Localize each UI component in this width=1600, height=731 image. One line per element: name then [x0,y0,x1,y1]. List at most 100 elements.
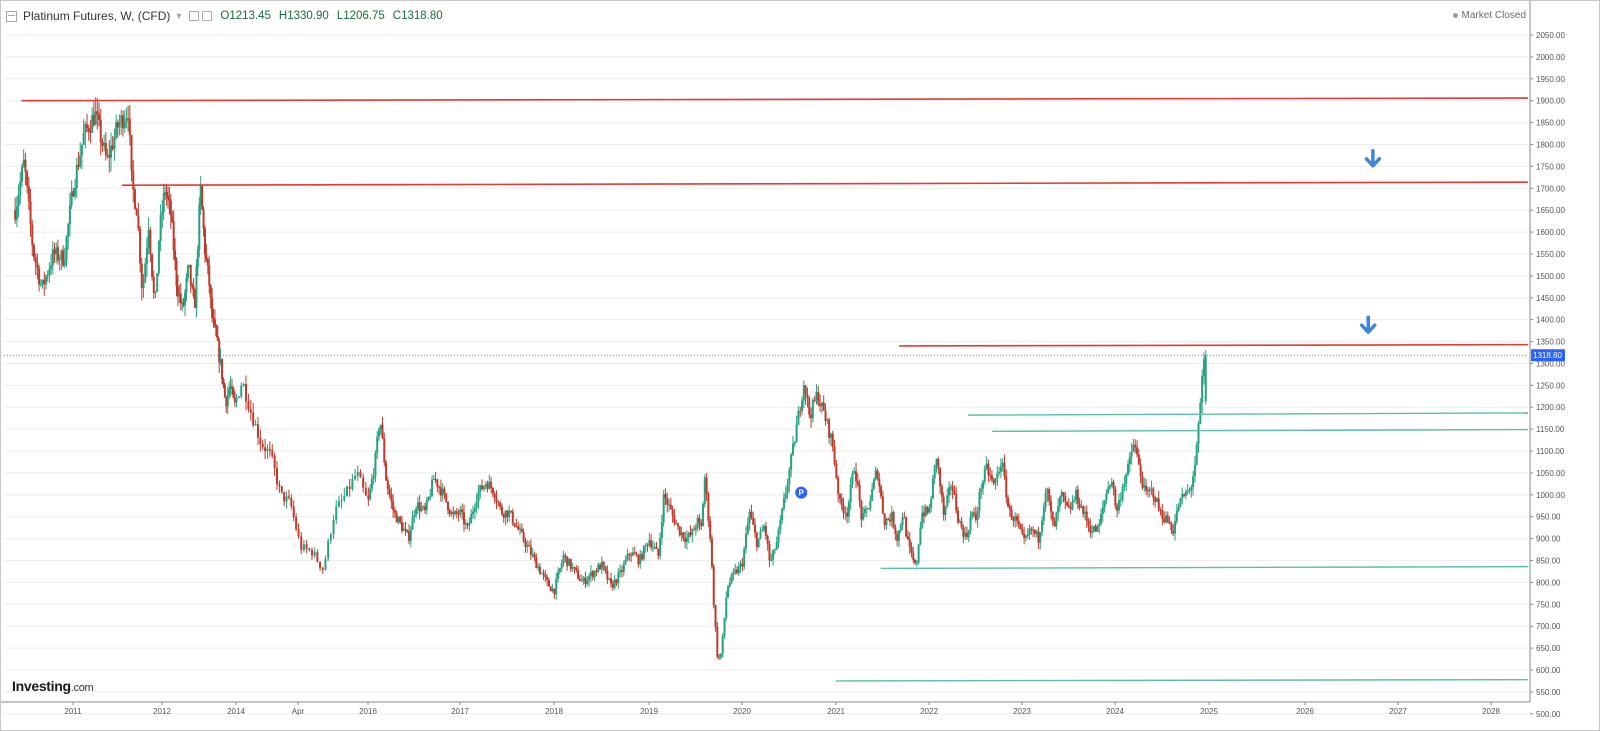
candle-body [415,508,418,515]
candle-body [285,496,288,502]
candle-body [212,317,215,320]
candle-body [666,498,669,505]
support-line[interactable] [835,678,1529,682]
candle-body [1139,464,1142,477]
candle-body [446,501,449,511]
candle-body [935,458,938,466]
candle-body [468,523,471,526]
candle-body [551,588,554,592]
resistance-line[interactable] [899,343,1529,347]
legend-controls[interactable] [189,11,213,21]
candle-body [484,484,487,487]
support-line[interactable] [992,428,1529,433]
candle-body [154,291,157,294]
y-tick-label: 1650.00 [1536,206,1565,215]
candle-body [399,516,402,523]
candle-body [743,548,746,567]
candle-body [790,454,793,470]
candle-body [872,479,875,489]
candle-body [482,486,485,490]
candle-body [899,524,902,531]
y-tick-label: 600.00 [1536,666,1561,675]
candle-body [376,436,379,454]
candle-body [457,513,460,515]
candle-body [1053,521,1056,527]
support-line[interactable] [880,565,1529,570]
candle-body [1071,501,1074,510]
candle-body [815,391,818,401]
last-price-tag: 1318.80 [1531,349,1565,362]
candle-body [948,487,951,496]
investing-logo[interactable]: Investing.com [12,678,94,694]
candle-body [393,510,396,513]
candle-body [856,481,859,485]
candle-body [921,512,924,528]
dividend-marker-icon[interactable]: P [795,486,808,499]
candle-body [1141,476,1144,488]
candle-body [939,468,942,487]
y-tick-label: 700.00 [1536,622,1561,631]
candle-body [653,547,656,549]
candle-body [423,506,426,511]
down-arrow-icon[interactable] [1364,149,1382,168]
candle-body [604,566,607,571]
candle-body [231,386,234,389]
candle-body [89,132,92,134]
candle-body [188,264,191,267]
candle-body [181,302,184,304]
candle-body [908,539,911,547]
candle-body [80,144,83,156]
candle-body [513,523,516,527]
candle-body [613,579,616,588]
chevron-down-icon[interactable]: ▾ [176,10,182,22]
candle-body [50,265,53,270]
candle-body [420,507,423,512]
candle-body [169,200,172,216]
candle-body [829,433,832,438]
down-arrow-icon[interactable] [1359,315,1377,334]
candle-body [693,529,696,531]
candle-body [1130,451,1133,457]
candle-body [1123,484,1126,488]
candle-body [31,224,34,246]
candle-body [178,293,181,297]
y-tick-label: 1550.00 [1536,250,1565,259]
candle-body [1199,402,1202,424]
candle-body [130,135,133,171]
candle-body [883,513,886,526]
candle-body [509,510,512,512]
candle-body [967,531,970,538]
close-box-icon[interactable] [202,11,213,21]
candle-body [786,484,789,494]
candle-body [70,191,73,206]
candle-body [810,414,813,419]
candle-body [58,259,61,261]
candle-body [74,188,77,197]
candle-body [472,511,475,515]
candle-body [1132,444,1135,452]
collapse-legend-icon[interactable] [6,10,17,22]
candle-body [1110,482,1113,486]
y-tick-label: 750.00 [1536,600,1561,609]
support-line[interactable] [968,412,1529,416]
candle-body [261,444,264,448]
candle-body [799,411,802,413]
settings-box-icon[interactable] [189,11,200,21]
resistance-line[interactable] [21,97,1529,102]
candle-body [252,412,255,426]
candle-body [84,124,87,134]
price-tag-label: 1318.80 [1533,351,1562,360]
resistance-line[interactable] [121,181,1529,187]
candle-body [578,579,581,581]
candle-body [362,477,365,488]
candle-body [524,541,527,547]
candle-body [615,579,618,584]
candle-body [1164,515,1167,523]
candle-body [273,455,276,469]
candle-body [1087,520,1090,526]
candle-body [17,194,20,207]
candle-body [974,513,977,520]
candle-body [673,514,676,524]
x-tick-label: 2022 [920,707,938,716]
